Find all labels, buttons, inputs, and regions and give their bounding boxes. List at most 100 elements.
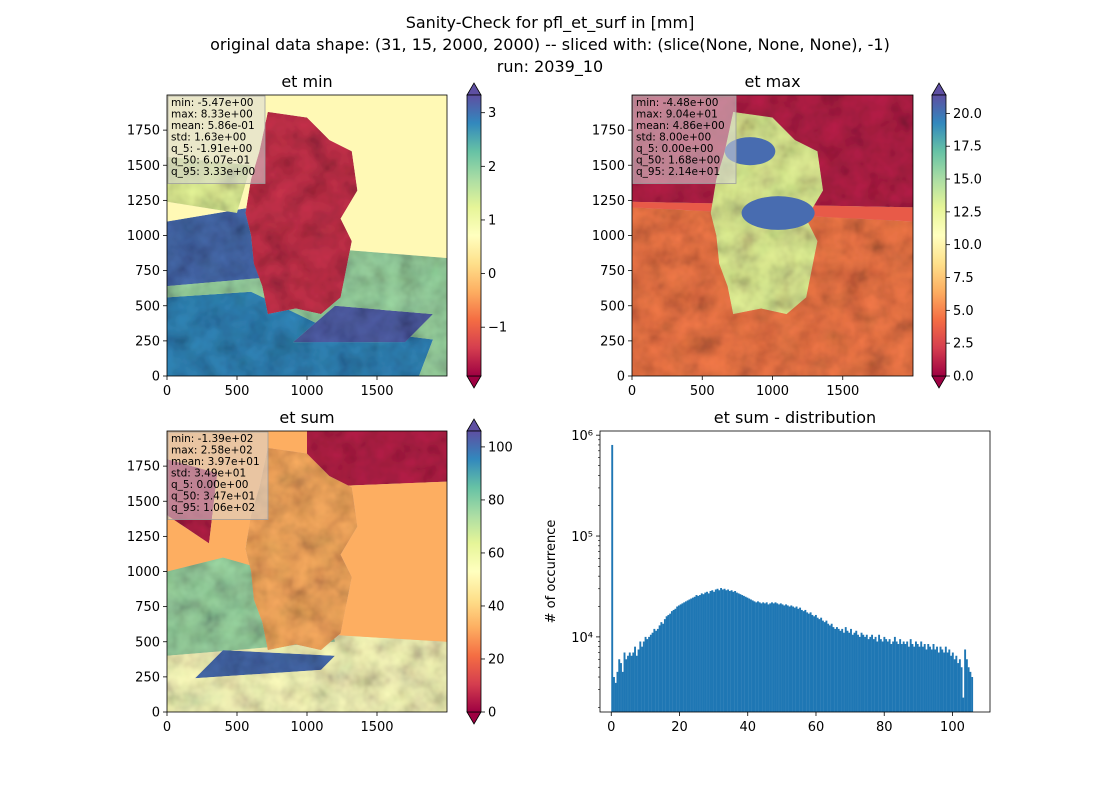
figure-title-line-2: original data shape: (31, 15, 2000, 2000… (210, 35, 890, 54)
histogram-bar (927, 644, 930, 712)
histogram-bar (700, 593, 703, 712)
histogram-bar (644, 636, 647, 712)
histogram-bar (899, 639, 902, 712)
histogram-bar (943, 652, 945, 712)
histogram-bar (960, 667, 963, 712)
histogram-bar (711, 590, 714, 712)
histogram-bar (809, 612, 812, 712)
panel-3-colorbar-tick-label: 20 (488, 652, 505, 667)
histogram-bar (730, 590, 733, 712)
histogram-bar (756, 601, 759, 712)
panel-3-stats-line: min: -1.39e+02 (171, 433, 253, 445)
histogram-bar (725, 590, 728, 712)
histogram-bar (932, 644, 935, 712)
histogram-bar (965, 659, 968, 712)
histogram-bar (709, 591, 712, 712)
panel-3-heatmap-region (195, 650, 335, 679)
histogram-bar (802, 611, 805, 712)
histogram-bar (674, 608, 677, 712)
histogram-bar (718, 590, 721, 712)
histogram-bar (890, 644, 893, 712)
histogram-bar (837, 628, 840, 712)
histogram-bar (646, 639, 649, 712)
histogram-bar (850, 628, 852, 712)
histogram-bar (727, 589, 730, 712)
panel-2-colorbar-tick-label: 15.0 (953, 173, 982, 188)
panel-1-title: et min (281, 72, 332, 91)
histogram-bar (693, 596, 696, 712)
histogram-bar (732, 591, 735, 712)
panel-2-ytick-label: 1250 (592, 194, 625, 209)
panel-1-stats-line: min: -5.47e+00 (171, 97, 253, 109)
histogram-bar (853, 632, 856, 712)
histogram-bar (618, 659, 621, 712)
histogram-bar (876, 641, 879, 712)
histogram-bar (734, 591, 737, 712)
panel-1-xtick-label: 500 (225, 384, 250, 399)
histogram-bar (844, 627, 847, 712)
histogram-bar (786, 605, 789, 712)
histogram-bar (792, 606, 795, 712)
panel-4-xtick-label: 60 (808, 720, 825, 735)
panel-2: et max 0 500 1000 1500 0 250 500 750 1000 1250 1500… (592, 72, 982, 399)
histogram-bar (929, 646, 931, 712)
histogram-bar (883, 636, 886, 712)
histogram-bar (755, 602, 758, 712)
panel-4-axes-frame (599, 430, 991, 713)
histogram-bar (637, 649, 640, 712)
panel-2-colorbar-tick-label: 10.0 (953, 238, 982, 253)
histogram-bar (713, 591, 715, 712)
panel-3-stats-line: q_50: 3.47e+01 (171, 491, 255, 503)
histogram-bar (857, 634, 859, 712)
histogram-bar (771, 602, 773, 712)
histogram-bar (911, 644, 914, 712)
histogram-bar (739, 594, 742, 712)
histogram-bar (830, 623, 833, 712)
panel-1-stats-line: std: 1.63e+00 (171, 132, 246, 144)
panel-1-ytick-label: 1000 (127, 229, 160, 244)
histogram-bar (900, 644, 903, 712)
histogram-bar (686, 600, 689, 712)
histogram-bar (897, 644, 900, 712)
histogram-bar (614, 682, 617, 712)
histogram-bar (781, 604, 784, 712)
panel-1-heatmap-region (167, 291, 433, 376)
histogram-bar (881, 641, 884, 712)
histogram-bar (788, 606, 791, 712)
panel-3-ytick-label: 1000 (127, 565, 160, 580)
panel-4-xtick-label: 40 (739, 720, 756, 735)
histogram-bar (651, 632, 654, 712)
panel-4-ytick-label: 10⁶ (571, 429, 593, 444)
histogram-bar (967, 667, 970, 712)
histogram-bar (835, 627, 838, 712)
histogram-bar (737, 593, 740, 712)
panel-4-xtick-label: 20 (671, 720, 688, 735)
histogram-bar (872, 639, 875, 712)
panel-3-ytick-label: 0 (152, 706, 160, 721)
panel-3-ytick-label: 250 (135, 670, 160, 685)
histogram-bar (806, 612, 809, 712)
histogram-bar (720, 588, 723, 712)
histogram-bar (723, 588, 726, 712)
histogram-bar (958, 659, 961, 712)
histogram-bar (906, 641, 909, 712)
panel-2-stats-line: q_95: 2.14e+01 (636, 166, 720, 178)
histogram-bar (799, 607, 802, 712)
histogram-bar (628, 652, 631, 712)
histogram-bar (648, 636, 651, 712)
panel-2-title: et max (744, 72, 800, 91)
panel-1-heatmap-country (245, 111, 358, 315)
panel-2-ytick-label: 0 (617, 370, 625, 385)
panel-2-stats-line: min: -4.48e+00 (636, 97, 718, 109)
histogram-bar (832, 627, 835, 712)
panel-3-xtick-label: 1500 (360, 720, 393, 735)
panel-3-xtick-label: 0 (163, 720, 171, 735)
histogram-bar (676, 606, 679, 712)
histogram-bar (962, 697, 965, 712)
histogram-bar (716, 588, 719, 712)
histogram-bar (825, 620, 828, 712)
panel-3-colorbar-tick-label: 80 (488, 493, 505, 508)
panel-1-ytick-label: 1500 (127, 159, 160, 174)
panel-1-stats-line: q_95: 3.33e+00 (171, 166, 255, 178)
